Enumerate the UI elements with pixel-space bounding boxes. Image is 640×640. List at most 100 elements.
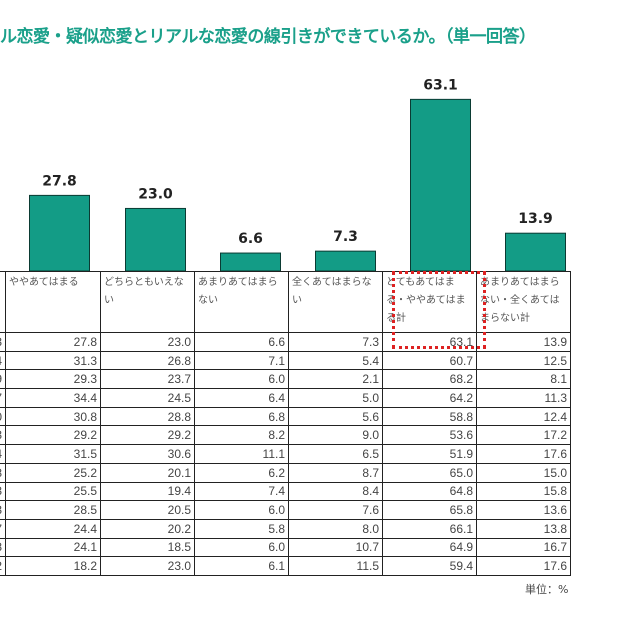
table-row: .929.323.76.02.168.28.1	[0, 369, 571, 390]
bar	[125, 207, 186, 272]
table-cell: 20.1	[100, 462, 195, 483]
table-cell: 6.6	[194, 332, 289, 352]
table-cell: 31.5	[5, 444, 101, 464]
table-cell: 30.6	[100, 444, 195, 464]
table-cell: 31.3	[5, 350, 101, 371]
table-cell: 24.5	[100, 388, 195, 408]
table-row: .824.118.56.010.764.916.7	[0, 537, 571, 558]
table-cell: 27.8	[5, 332, 101, 352]
table-cell: 5.4	[288, 350, 383, 371]
table-cell: 26.8	[100, 350, 195, 371]
table-cell: 60.7	[382, 350, 477, 371]
column-header: どちらともいえない	[100, 271, 195, 333]
table-cell: 23.0	[100, 332, 195, 352]
table-cell: 2.1	[288, 369, 383, 390]
table-cell: 17.6	[476, 444, 571, 464]
table-cell: 51.9	[382, 444, 477, 464]
table-cell: 13.6	[476, 500, 571, 520]
column-header: あまりあてはまらない・全くあてはまらない計	[476, 271, 571, 333]
table-cell: 7.3	[288, 332, 383, 352]
table-cell: 6.1	[194, 556, 289, 576]
table-row: .724.420.25.88.066.113.8	[0, 518, 571, 539]
table-cell: 18.5	[100, 537, 195, 558]
table-cell: 53.6	[382, 425, 477, 446]
data-label: 6.6	[238, 231, 263, 247]
table-cell: 66.1	[382, 518, 477, 539]
table-cell: 20.5	[100, 500, 195, 520]
table-row: .734.424.56.45.064.211.3	[0, 388, 571, 408]
table-cell: 12.5	[476, 350, 571, 371]
table-cell: 11.5	[288, 556, 383, 576]
table-cell: 6.5	[288, 444, 383, 464]
column-header: あまりあてはまらない	[194, 271, 289, 333]
highlight-box	[392, 271, 486, 349]
table-cell: 7.6	[288, 500, 383, 520]
bar	[29, 194, 90, 272]
table-cell: 8.2	[194, 425, 289, 446]
data-label: 7.3	[333, 229, 358, 245]
table-cell: 5.8	[194, 518, 289, 539]
bar	[315, 250, 376, 272]
table-cell: 24.1	[5, 537, 101, 558]
chart-title: ル恋愛・疑似恋愛とリアルな恋愛の線引きができているか。（単一回答）	[0, 27, 536, 47]
table-row: .431.326.87.15.460.712.5	[0, 350, 571, 371]
table-cell: 29.2	[100, 425, 195, 446]
table-cell: 28.8	[100, 406, 195, 427]
table-cell: 9.0	[288, 425, 383, 446]
table-cell: 10.7	[288, 537, 383, 558]
table-cell: 13.8	[476, 518, 571, 539]
table-cell: 30.8	[5, 406, 101, 427]
unit-label: 単位：%	[525, 583, 569, 596]
bar	[410, 98, 471, 272]
table-cell: 64.9	[382, 537, 477, 558]
table-cell: 18.2	[5, 556, 101, 576]
table-cell: 65.8	[382, 500, 477, 520]
table-cell: 6.0	[194, 537, 289, 558]
table-cell: 19.4	[100, 481, 195, 502]
bar	[505, 232, 566, 272]
table-cell: 25.5	[5, 481, 101, 502]
table-cell: 17.2	[476, 425, 571, 446]
table-cell: 16.7	[476, 537, 571, 558]
table-cell: 6.4	[194, 388, 289, 408]
table-cell: 68.2	[382, 369, 477, 390]
table-cell: 64.8	[382, 481, 477, 502]
table-cell: 8.4	[288, 481, 383, 502]
table-cell: 28.5	[5, 500, 101, 520]
bar	[220, 252, 281, 272]
table-cell: 13.9	[476, 332, 571, 352]
table-cell: 7.4	[194, 481, 289, 502]
table-cell: 6.0	[194, 369, 289, 390]
data-label: 27.8	[42, 173, 77, 189]
column-header: ややあてはまる	[5, 271, 101, 333]
data-label: 63.1	[423, 77, 458, 93]
data-table: ややあてはまる どちらともいえない あまりあてはまらない 全くあてはまらない とてもあて…	[0, 271, 571, 576]
table-cell: 7.1	[194, 350, 289, 371]
table-row: .825.220.16.28.765.015.0	[0, 462, 571, 483]
table-cell: 11.1	[194, 444, 289, 464]
table-row: .325.519.47.48.464.815.8	[0, 481, 571, 502]
table-row: .328.520.56.07.665.813.6	[0, 500, 571, 520]
table-cell: 8.1	[476, 369, 571, 390]
table-cell: 29.2	[5, 425, 101, 446]
table-cell: 58.8	[382, 406, 477, 427]
column-header: 全くあてはまらない	[288, 271, 383, 333]
table-cell: 59.4	[382, 556, 477, 576]
table-cell: 11.3	[476, 388, 571, 408]
table-cell: 65.0	[382, 462, 477, 483]
table-cell: 15.8	[476, 481, 571, 502]
table-cell: 8.7	[288, 462, 383, 483]
table-cell: 23.0	[100, 556, 195, 576]
table-row: .030.828.86.85.658.812.4	[0, 406, 571, 427]
table-cell: 15.0	[476, 462, 571, 483]
table-cell: 34.4	[5, 388, 101, 408]
table-cell: 64.2	[382, 388, 477, 408]
table-row: .218.223.06.111.559.417.6	[0, 556, 571, 576]
table-cell: 12.4	[476, 406, 571, 427]
data-label: 23.0	[138, 186, 173, 202]
table-cell: 8.0	[288, 518, 383, 539]
table-cell: 20.2	[100, 518, 195, 539]
table-cell: 6.2	[194, 462, 289, 483]
table-cell: 6.0	[194, 500, 289, 520]
table-cell: 17.6	[476, 556, 571, 576]
